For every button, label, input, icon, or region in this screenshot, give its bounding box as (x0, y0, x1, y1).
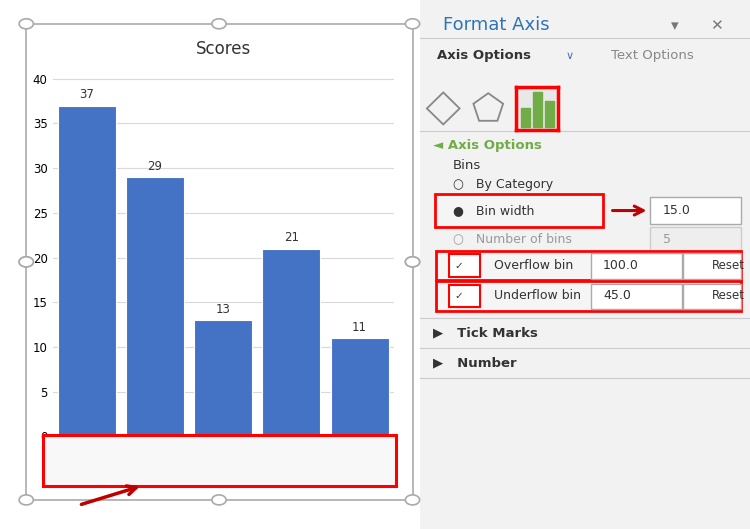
Text: ✓: ✓ (454, 261, 464, 270)
Text: 29: 29 (147, 160, 162, 172)
Text: 5: 5 (662, 233, 670, 245)
FancyBboxPatch shape (436, 281, 741, 311)
Text: 37: 37 (80, 88, 94, 101)
Text: ○   Number of bins: ○ Number of bins (453, 233, 572, 245)
FancyBboxPatch shape (436, 251, 741, 280)
Text: Reset: Reset (712, 259, 745, 272)
Text: Format Axis: Format Axis (443, 16, 550, 34)
Text: Overflow bin: Overflow bin (494, 259, 574, 272)
Text: ◄ Axis Options: ◄ Axis Options (433, 139, 542, 152)
Bar (262, 249, 320, 436)
Bar (58, 106, 116, 436)
Text: 13: 13 (216, 303, 230, 316)
Bar (126, 177, 184, 436)
Bar (532, 92, 542, 127)
Text: ○   Automatic: ○ Automatic (453, 196, 540, 209)
Bar (194, 320, 252, 436)
Text: ✕: ✕ (710, 18, 723, 33)
Text: ✓: ✓ (454, 291, 464, 300)
Text: 100.0: 100.0 (603, 259, 639, 272)
Bar (521, 108, 530, 127)
Text: ∨: ∨ (566, 51, 573, 60)
FancyBboxPatch shape (449, 254, 480, 277)
FancyBboxPatch shape (590, 284, 682, 309)
FancyBboxPatch shape (435, 194, 603, 227)
Text: Underflow bin: Underflow bin (494, 289, 581, 302)
FancyBboxPatch shape (650, 227, 741, 251)
Text: Axis Options: Axis Options (436, 49, 530, 62)
Text: 11: 11 (352, 321, 368, 334)
Bar (544, 101, 554, 127)
FancyBboxPatch shape (449, 285, 480, 307)
FancyBboxPatch shape (650, 197, 741, 224)
Text: ▾: ▾ (670, 18, 679, 33)
Text: 21: 21 (284, 231, 298, 244)
FancyBboxPatch shape (590, 253, 682, 279)
Text: ▶   Number: ▶ Number (433, 357, 517, 369)
Title: Scores: Scores (196, 40, 250, 58)
Bar (331, 338, 388, 436)
Text: ●   Bin width: ● Bin width (453, 204, 534, 217)
Text: Text Options: Text Options (611, 49, 695, 62)
Text: 45.0: 45.0 (603, 289, 631, 302)
FancyBboxPatch shape (683, 284, 741, 309)
Text: ▶   Tick Marks: ▶ Tick Marks (433, 327, 538, 340)
Text: Bins: Bins (453, 159, 482, 171)
Text: 15.0: 15.0 (662, 204, 691, 217)
Text: ○   By Category: ○ By Category (453, 178, 553, 191)
FancyBboxPatch shape (683, 253, 741, 279)
Text: Reset: Reset (712, 289, 745, 302)
